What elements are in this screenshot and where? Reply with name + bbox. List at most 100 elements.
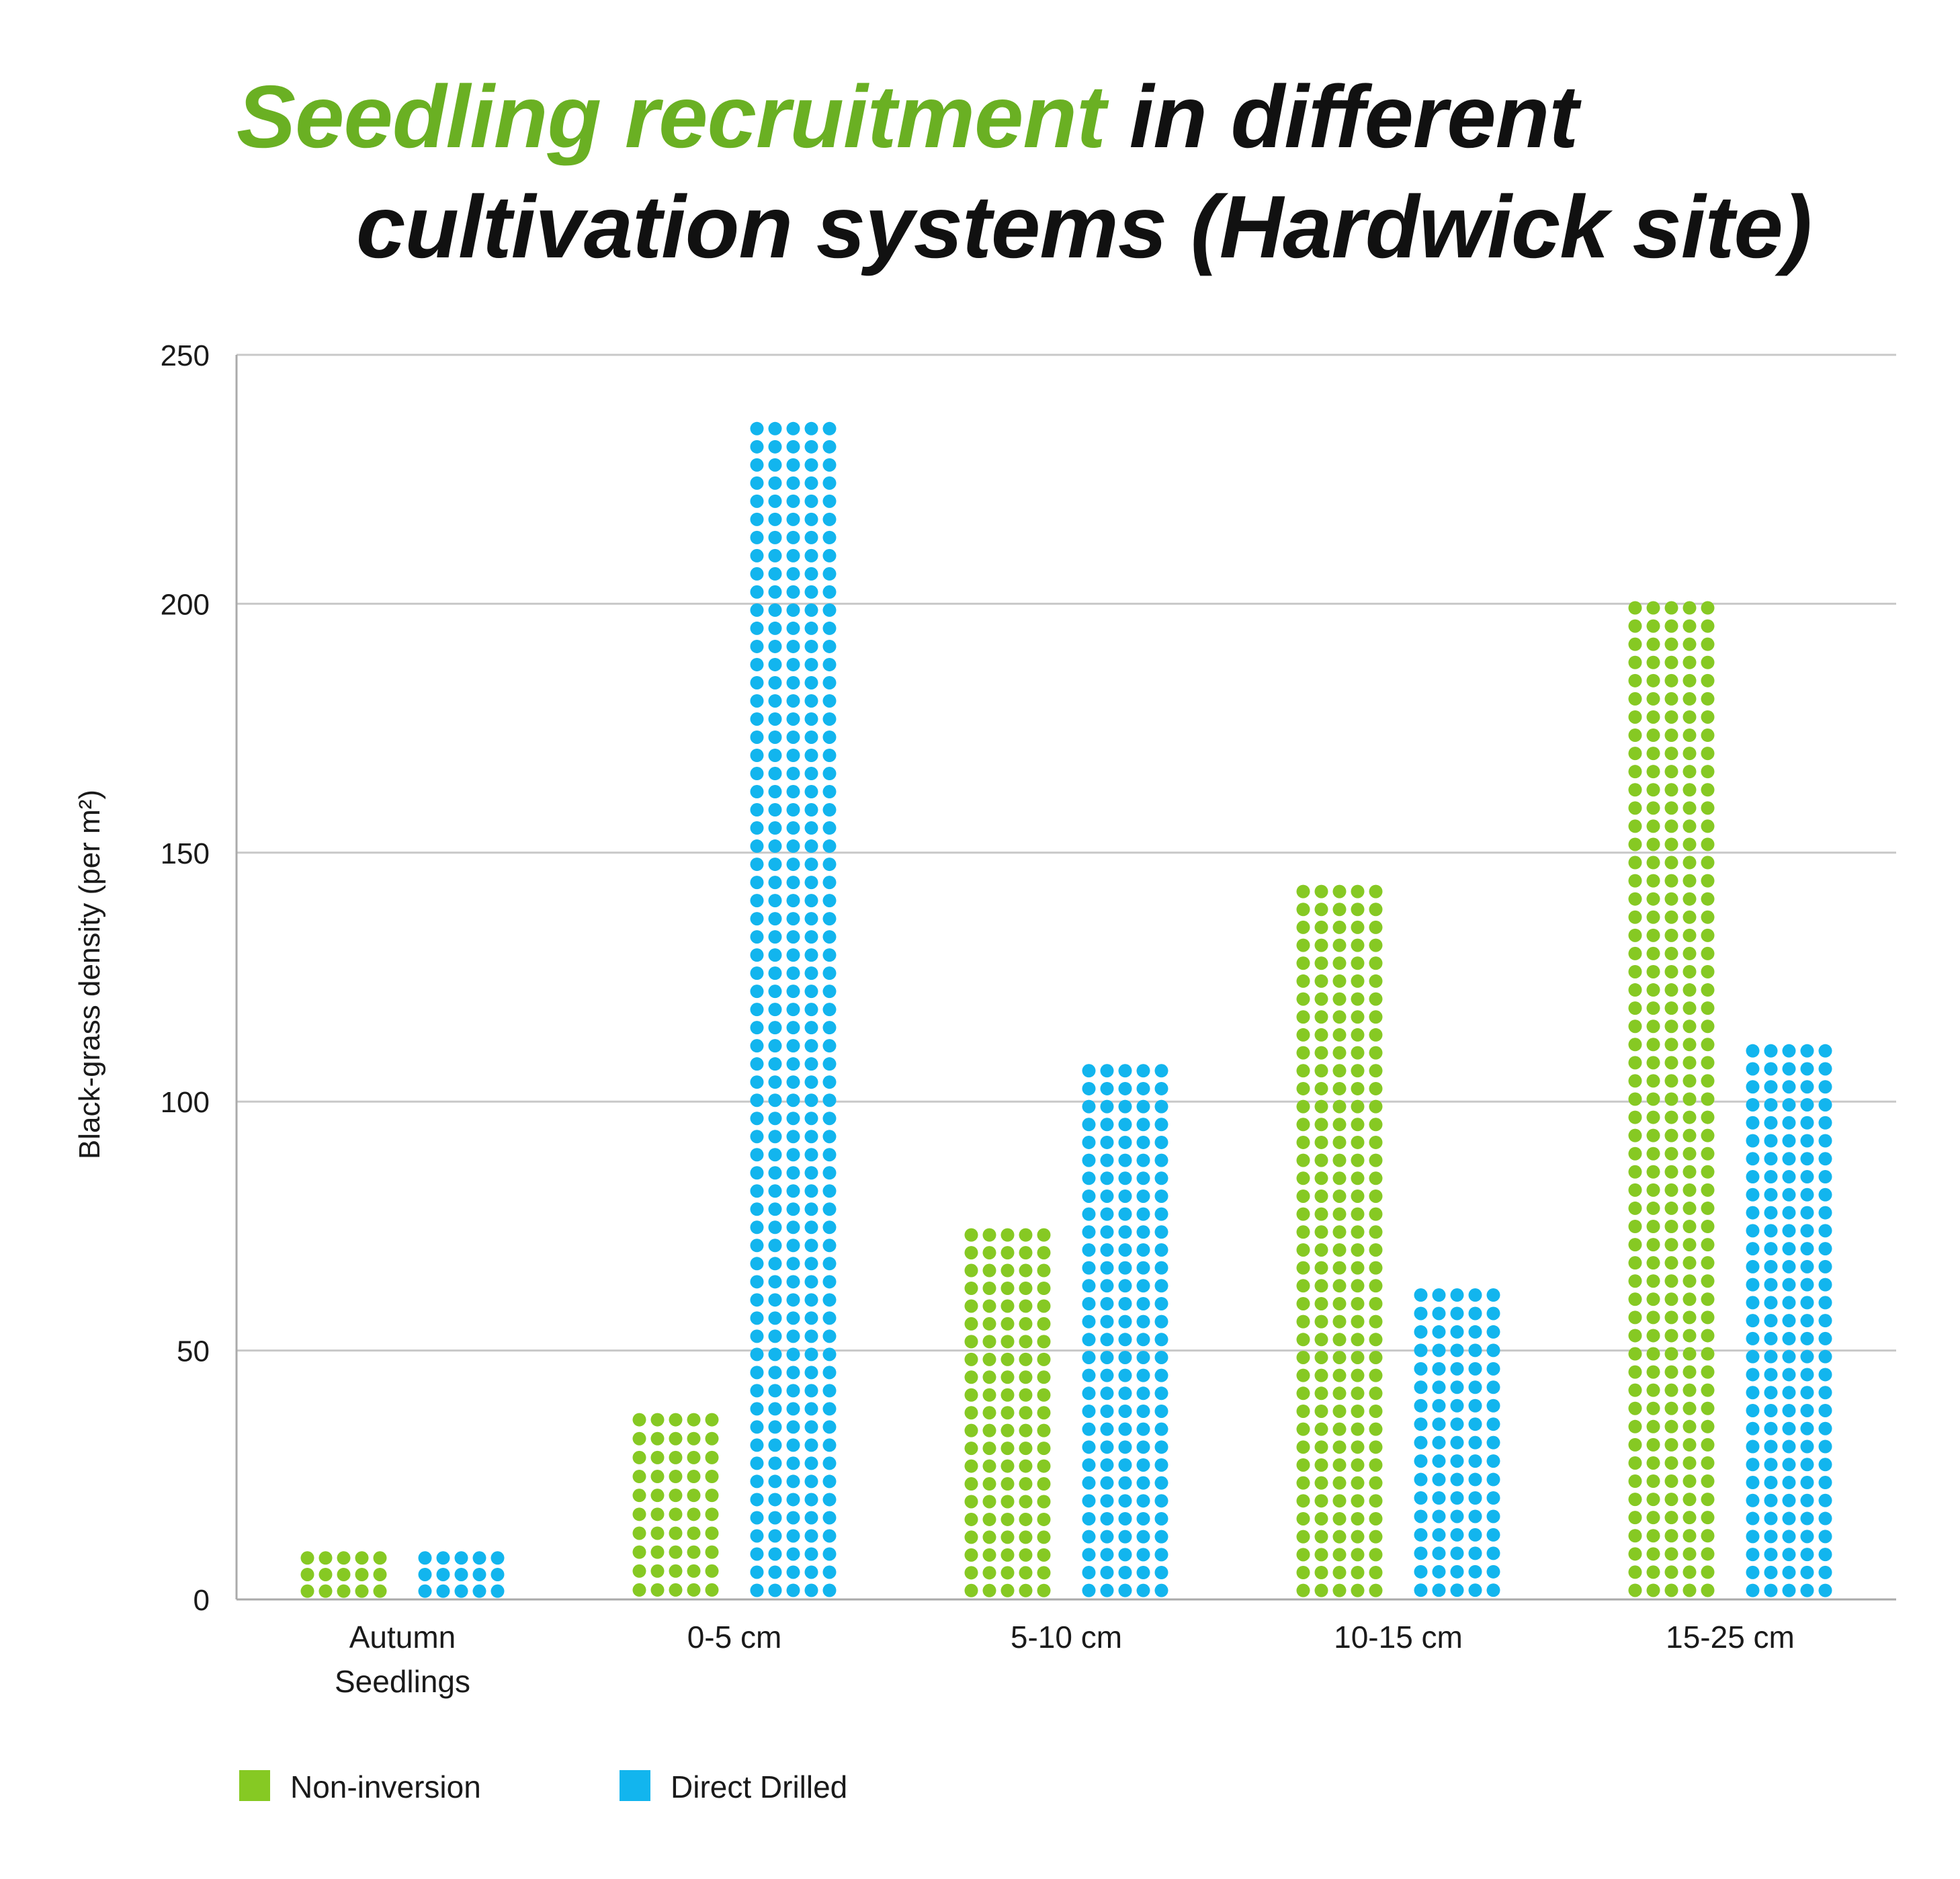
bar-dot (1682, 1220, 1697, 1234)
bar-dot (1082, 1225, 1096, 1239)
bar-dot (804, 1565, 818, 1579)
bar-dot (1468, 1288, 1482, 1302)
bar-dot (1082, 1243, 1096, 1257)
bar-dot (1764, 1170, 1778, 1184)
bar-dot (1296, 938, 1310, 952)
bar-dot (1628, 1274, 1642, 1288)
bar-dot (1701, 1401, 1715, 1415)
bar-dot (1800, 1206, 1814, 1220)
axes (235, 355, 1896, 1601)
bar-dot (1332, 1296, 1347, 1310)
bar-dot (1800, 1458, 1814, 1472)
bar-dot (786, 1511, 800, 1525)
bar-dot (1332, 884, 1347, 899)
bar-dot (750, 548, 764, 562)
bar-dot (1818, 1349, 1832, 1364)
bar-dot (1019, 1335, 1033, 1349)
bar-dot (750, 585, 764, 599)
bar-dot (1154, 1225, 1168, 1239)
bar-dot (1332, 1261, 1347, 1275)
bar-dot (1351, 1099, 1365, 1114)
bar-dot (750, 785, 764, 799)
bar-dot (786, 767, 800, 781)
bar-dot (1628, 1074, 1642, 1088)
bar-dot (804, 585, 818, 599)
bar-dot (750, 1529, 764, 1543)
bar-dot (1664, 964, 1678, 978)
bar-dot (1296, 1530, 1310, 1544)
bar-dot (786, 1493, 800, 1507)
bar-dot (454, 1551, 468, 1565)
bar-dot (964, 1282, 978, 1295)
bar-dot (1646, 855, 1660, 870)
bar-dot (804, 730, 818, 744)
bar-dot (1314, 992, 1328, 1006)
bar-dot (1746, 1080, 1760, 1094)
bar-dot (1782, 1368, 1796, 1382)
bar-dot (705, 1431, 719, 1446)
bar-dot (1664, 1001, 1678, 1015)
bar-dot (822, 1547, 837, 1561)
bar-dot (768, 712, 782, 726)
bar-dot (1646, 1146, 1660, 1161)
bar-dot (1701, 874, 1715, 888)
bar-dot (1332, 1243, 1347, 1257)
bar-dot (750, 1456, 764, 1470)
bar-dot (1818, 1134, 1832, 1148)
bar-dot (1118, 1404, 1132, 1418)
bar-dot (1136, 1440, 1150, 1454)
y-tick-label: 200 (161, 588, 210, 621)
bar-dot (669, 1545, 683, 1559)
bar-dot (705, 1489, 719, 1503)
bar-dot (786, 476, 800, 490)
bar-dot (1351, 1118, 1365, 1132)
bar-dot (786, 421, 800, 435)
bar-dot (472, 1551, 486, 1565)
bar-dot (804, 930, 818, 944)
bar-dot (1818, 1044, 1832, 1058)
bar-dot (1682, 1347, 1697, 1361)
bar-dot (750, 1257, 764, 1271)
bar-dot (1100, 1404, 1114, 1418)
bar-dot (1314, 1171, 1328, 1185)
bar-dot (1450, 1583, 1464, 1597)
bar-dot (1314, 1118, 1328, 1132)
bar-dot (804, 1275, 818, 1289)
bar-dot (786, 749, 800, 763)
bar-dot (982, 1228, 996, 1242)
bar-dot (1450, 1491, 1464, 1505)
bar-dot (1646, 692, 1660, 706)
bar-dot (1100, 1386, 1114, 1401)
bar-dot (1664, 1547, 1678, 1561)
bar-dot (1037, 1583, 1051, 1597)
bar-dot (1154, 1099, 1168, 1114)
bar-dot (1136, 1118, 1150, 1132)
bar-dot (1646, 801, 1660, 815)
bar-dot (1682, 1001, 1697, 1015)
bar-dot (822, 657, 837, 671)
bar-dot (1646, 728, 1660, 743)
bar-dot (1664, 819, 1678, 833)
bar-dot (822, 1003, 837, 1017)
bar-dot (1332, 903, 1347, 917)
bar-dot (964, 1317, 978, 1331)
bar-dot (1450, 1546, 1464, 1560)
bar-dot (750, 730, 764, 744)
bar-dot (1154, 1583, 1168, 1597)
bar-dot (750, 1511, 764, 1525)
bar-dot (1682, 1128, 1697, 1142)
bar-dot (1701, 1329, 1715, 1343)
bar-dot (1701, 946, 1715, 960)
bar-dot (768, 1384, 782, 1398)
bar-dot (982, 1423, 996, 1437)
bar-dot (1432, 1583, 1446, 1597)
bar-dot (768, 1202, 782, 1216)
bar-dot (804, 1239, 818, 1253)
bar-dot (750, 767, 764, 781)
chart-title-rest: in different (1105, 67, 1579, 166)
bar-dot (1764, 1224, 1778, 1238)
bar-dot (1296, 1368, 1310, 1382)
bar-dot (1314, 1476, 1328, 1490)
bar-dot (1118, 1243, 1132, 1257)
bar-dot (822, 712, 837, 726)
